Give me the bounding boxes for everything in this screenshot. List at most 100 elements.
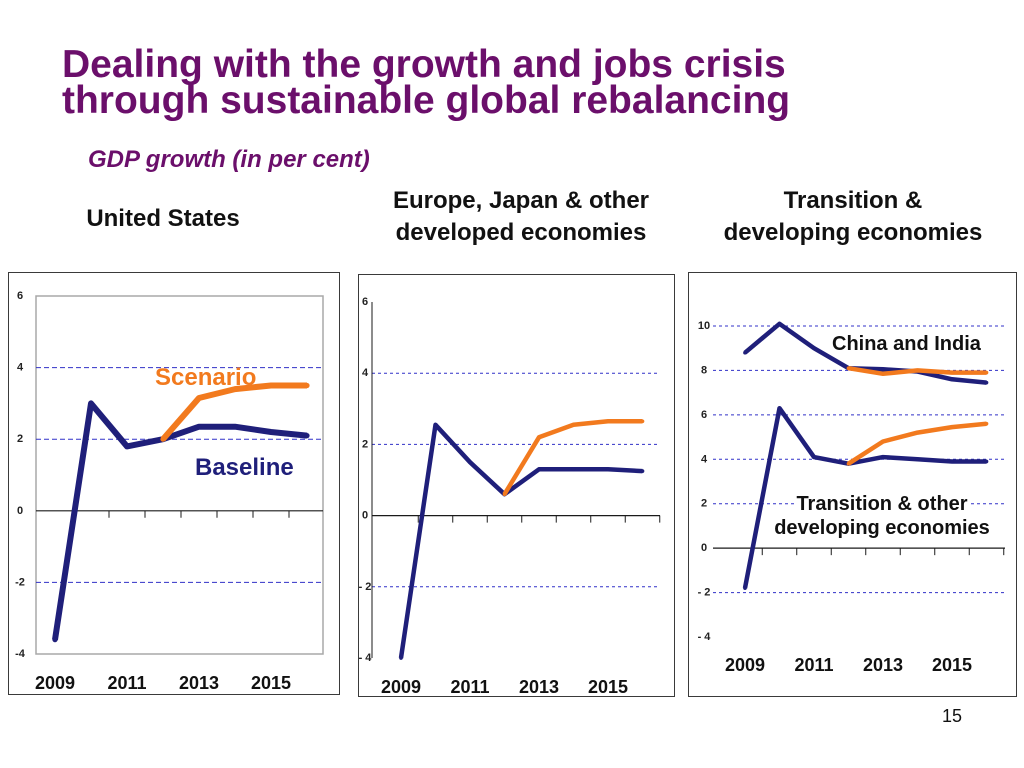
y-tick-label: 0: [17, 505, 23, 517]
x-tick-label: 2015: [588, 677, 628, 697]
x-tick-label: 2011: [450, 677, 489, 697]
y-tick-label: 2: [701, 498, 707, 510]
y-tick-label: 6: [362, 296, 368, 308]
panel-title-transition-developing: Transition & developing economies: [703, 185, 1003, 249]
us-main-scenario-point: [268, 382, 274, 389]
y-tick-label: 0: [701, 542, 707, 554]
te-china-india-scenario-point: [915, 368, 920, 373]
y-tick-label: - 4: [359, 652, 373, 664]
us-main-scenario-point: [160, 436, 166, 442]
panel-united-states: [8, 272, 340, 695]
us-main-scenario-point: [232, 386, 238, 392]
x-tick-label: 2009: [35, 673, 75, 693]
x-tick-label: 2015: [251, 673, 291, 693]
x-tick-label: 2013: [863, 655, 903, 675]
te-china-india-scenario-point: [846, 366, 851, 371]
eu-main-scenario-point: [640, 419, 645, 424]
chart-te: 10 8 6 4 2 0 - 2 - 4 2009 2011 2013 2015: [698, 320, 1005, 675]
slide-title-line-1: Dealing with the growth and jobs crisis: [62, 43, 786, 86]
panel-title-line: Transition &: [783, 187, 923, 214]
x-tick-label: 2015: [932, 655, 972, 675]
annotation-china-india: China and India: [832, 333, 981, 355]
chart-eu: 6 4 2 0 - 2 - 4 2009 2011 2013 2015: [359, 296, 661, 697]
eu-main-scenario-point: [537, 435, 541, 440]
te-transition-other-baseline-point: [743, 586, 747, 590]
y-tick-label: - 2: [359, 581, 372, 593]
te-transition-other-scenario-point: [984, 421, 989, 426]
eu-main-baseline-point: [640, 469, 645, 473]
te-transition-other-scenario-point: [950, 425, 954, 429]
te-transition-other-scenario-point: [846, 461, 851, 466]
eu-main-baseline-point: [571, 467, 576, 472]
y-tick-label: 2: [362, 438, 368, 450]
annotation-scenario: Scenario: [155, 364, 257, 391]
x-tick-label: 2009: [725, 655, 765, 675]
page-number: 15: [941, 706, 963, 726]
te-china-india-scenario-point: [950, 370, 954, 375]
y-tick-label: 6: [17, 290, 23, 302]
eu-main-baseline-point: [606, 467, 610, 472]
te-transition-other-baseline-point: [777, 406, 782, 411]
annotation-line: developing economies: [772, 516, 992, 540]
slide-title: Dealing with the growth and jobs crisis …: [62, 43, 791, 122]
te-transition-other-scenario-point: [915, 430, 920, 435]
annotation-line: Transition & other: [794, 492, 970, 516]
panel-title-line: Europe, Japan & other: [392, 187, 650, 214]
x-tick-label: 2013: [519, 677, 559, 697]
chart-us: 6 4 2 0 -2 -4 2009 2011 2013 2015: [15, 290, 324, 693]
te-china-india-scenario-point: [881, 371, 885, 376]
eu-main-baseline-line: [398, 422, 643, 659]
y-tick-label: 8: [701, 364, 707, 376]
y-tick-label: 6: [701, 409, 707, 421]
slide-title-line-2: through sustainable global rebalancing: [62, 79, 791, 122]
y-tick-label: -4: [15, 648, 26, 660]
te-china-india-baseline-point: [950, 377, 954, 382]
eu-main-scenario-point: [606, 419, 610, 424]
panel-title-line: developing economies: [723, 219, 983, 246]
y-tick-label: 4: [362, 367, 369, 379]
eu-main-baseline-point: [399, 656, 403, 660]
te-china-india-baseline-point: [777, 321, 782, 326]
te-china-india-baseline-point: [984, 380, 989, 385]
y-tick-label: 2: [17, 433, 23, 445]
us-main-baseline-point: [196, 424, 202, 430]
panel-title-line: developed economies: [395, 219, 647, 246]
te-transition-other-baseline-point: [812, 455, 816, 459]
y-tick-label: 4: [17, 362, 24, 374]
eu-main-baseline-point: [537, 467, 541, 472]
te-transition-other-baseline-line: [742, 405, 987, 589]
panel-title-united-states: United States: [63, 203, 263, 235]
us-main-baseline-point: [268, 429, 274, 435]
us-main-baseline-point: [88, 400, 94, 406]
us-main-scenario-point: [304, 382, 310, 389]
us-main-scenario-point: [196, 395, 202, 401]
us-main-baseline-point: [52, 637, 58, 643]
panel-title-line: United States: [86, 205, 240, 232]
te-transition-other-baseline-point: [950, 459, 954, 464]
eu-main-baseline-point: [433, 422, 438, 427]
te-transition-other-baseline-point: [915, 457, 920, 462]
eu-main-scenario-line: [502, 419, 643, 496]
y-tick-label: -2: [15, 576, 25, 588]
y-tick-label: 4: [701, 453, 708, 465]
te-china-india-baseline-point: [743, 350, 747, 355]
us-main-baseline-point: [124, 443, 130, 449]
x-tick-label: 2009: [381, 677, 421, 697]
annotation-baseline: Baseline: [195, 454, 294, 481]
y-tick-label: - 4: [698, 631, 712, 643]
slide-subtitle: GDP growth (in per cent): [88, 146, 370, 173]
te-china-india-baseline-point: [812, 346, 816, 351]
te-china-india-baseline-point: [881, 367, 885, 372]
eu-main-scenario-point: [571, 422, 576, 427]
x-tick-label: 2013: [179, 673, 219, 693]
x-tick-label: 2011: [107, 673, 146, 693]
te-transition-other-baseline-point: [984, 459, 989, 464]
x-tick-label: 2011: [794, 655, 833, 675]
annotation-transition-other: Transition & other developing economies: [767, 492, 997, 540]
y-tick-label: 0: [362, 510, 368, 522]
y-tick-label: - 2: [698, 587, 711, 599]
te-transition-other-baseline-point: [881, 455, 885, 459]
eu-main-baseline-point: [468, 460, 472, 465]
te-transition-other-scenario-point: [881, 439, 885, 444]
